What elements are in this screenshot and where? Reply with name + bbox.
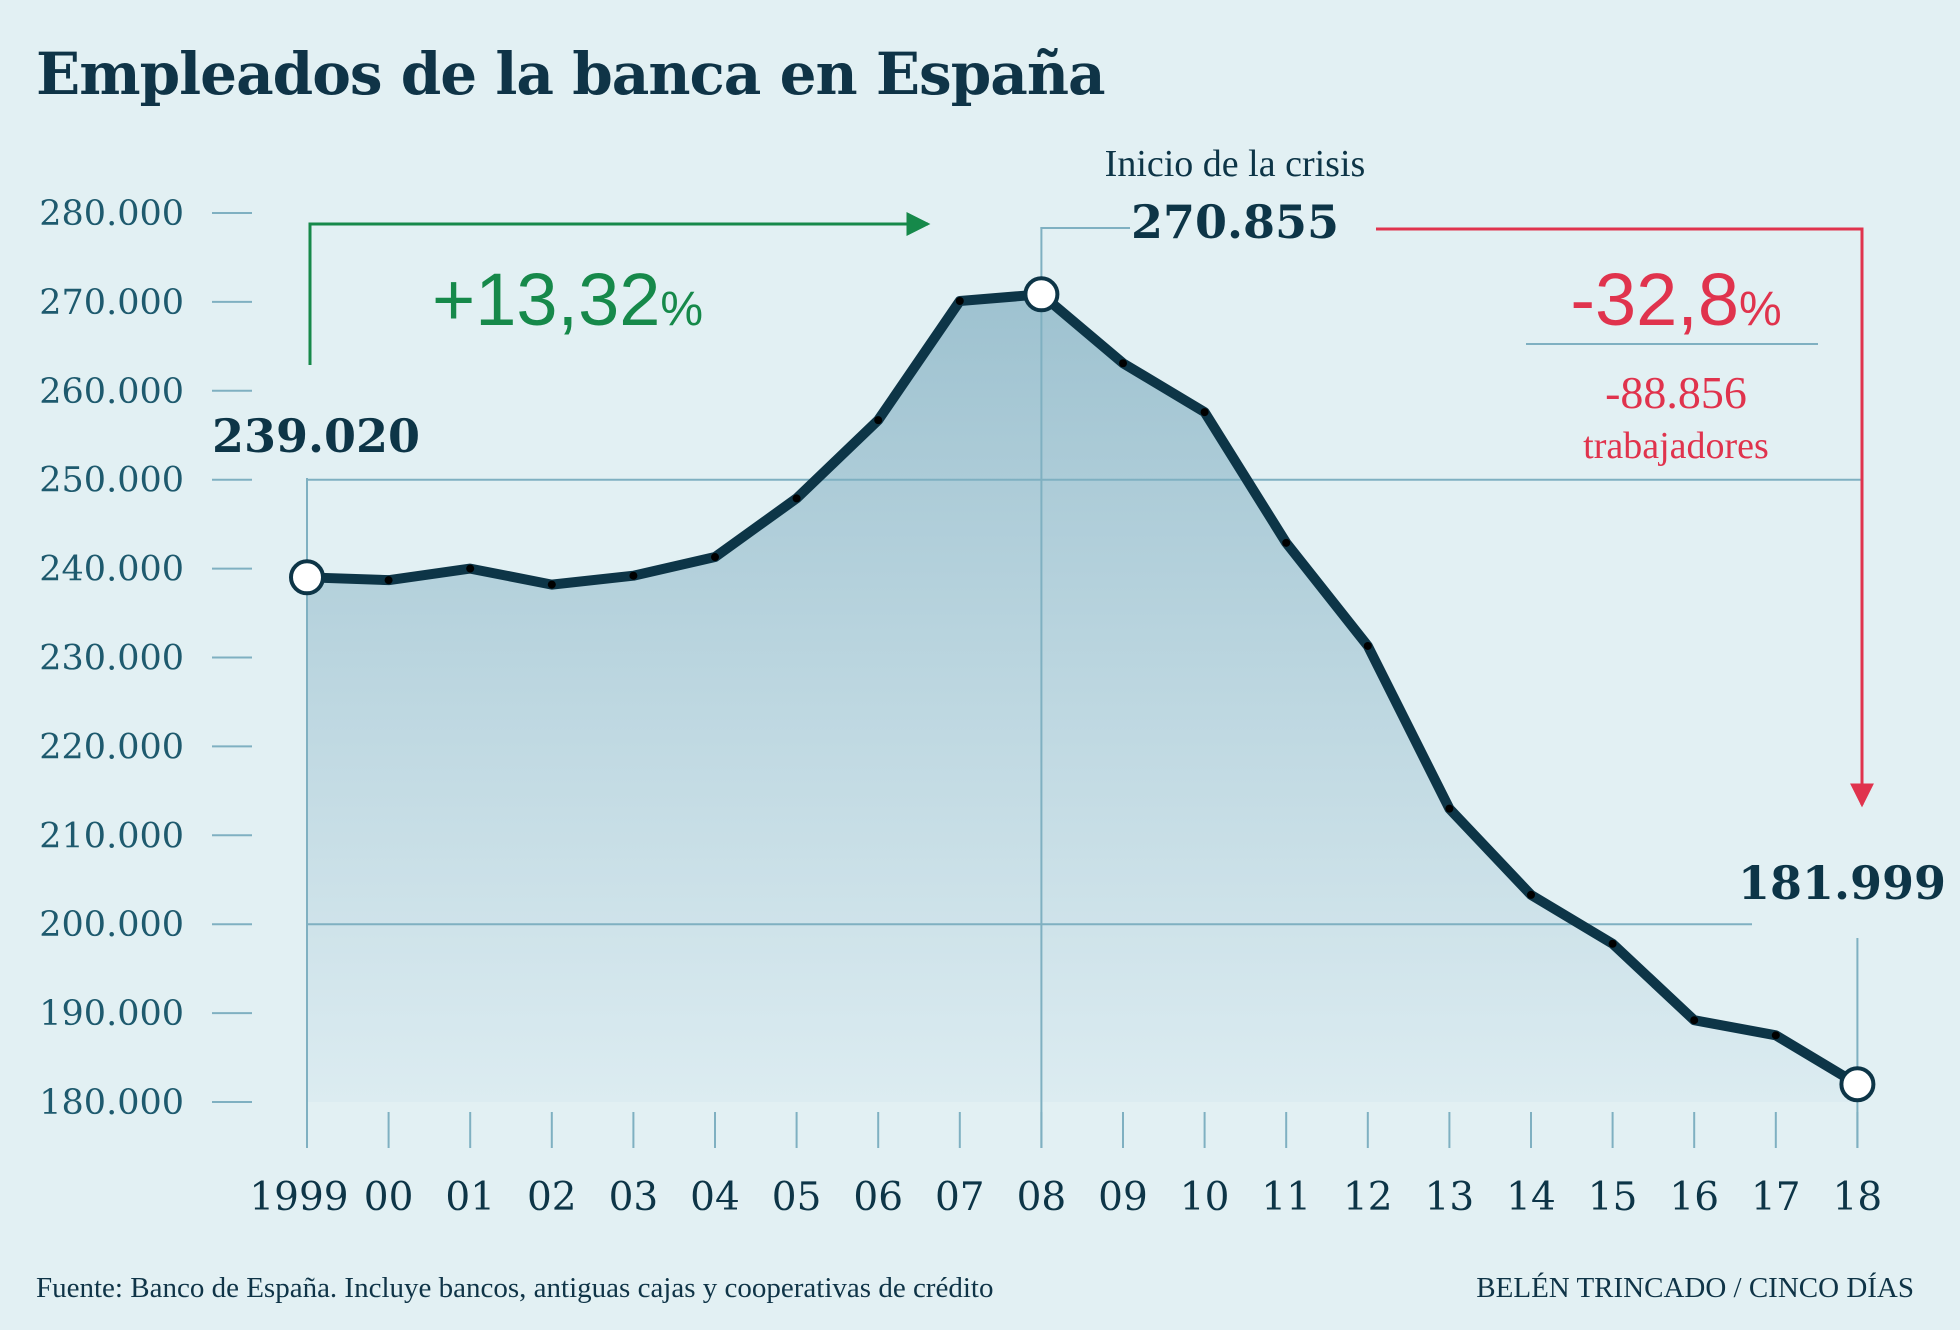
data-point: [1200, 408, 1209, 417]
peak-label-leader: [1040, 227, 1130, 229]
decrease-unit-label: trabajadores: [1583, 425, 1769, 467]
data-point: [1527, 890, 1535, 899]
x-tick-label: 11: [1261, 1175, 1311, 1220]
y-tick-label: 280.000: [39, 194, 184, 234]
y-tick-label: 230.000: [39, 639, 184, 679]
data-point: [629, 571, 638, 580]
x-tick-label: 10: [1180, 1175, 1230, 1220]
y-tick-label: 260.000: [39, 372, 184, 412]
credit-note: BELÉN TRINCADO / CINCO DÍAS: [1476, 1272, 1914, 1304]
x-tick-label: 12: [1343, 1175, 1393, 1220]
x-tick-label: 14: [1506, 1175, 1556, 1220]
data-point: [1282, 538, 1291, 547]
y-tick-label: 180.000: [39, 1083, 184, 1123]
data-point: [1363, 641, 1372, 650]
x-tick-label: 05: [772, 1175, 822, 1220]
end-value-label: 181.999: [1738, 856, 1946, 910]
decrease-pct-label: -32,8%: [1570, 258, 1781, 341]
y-tick-label: 210.000: [39, 816, 184, 856]
x-tick-label: 17: [1751, 1175, 1801, 1220]
highlight-point: [1023, 276, 1060, 313]
y-tick-label: 250.000: [39, 461, 184, 501]
y-tick-label: 190.000: [39, 994, 184, 1034]
data-point: [466, 564, 475, 573]
highlight-point: [1839, 1066, 1876, 1103]
x-tick-label: 02: [527, 1175, 577, 1220]
decrease-arrow: [1376, 227, 1874, 808]
highlight-point: [289, 559, 325, 596]
x-tick-label: 00: [364, 1175, 414, 1220]
source-note: Fuente: Banco de España. Incluye bancos,…: [36, 1272, 994, 1304]
data-point: [384, 576, 393, 585]
x-tick-label: 06: [853, 1175, 903, 1220]
increase-arrow: [308, 212, 931, 365]
x-tick-label: 18: [1833, 1175, 1883, 1220]
peak-value-label: 270.855: [1131, 195, 1339, 249]
data-point: [711, 553, 719, 562]
decrease-abs-label: -88.856: [1605, 367, 1747, 418]
x-tick-label: 1999: [249, 1175, 348, 1220]
data-point: [1608, 939, 1617, 948]
x-tick-label: 15: [1588, 1175, 1638, 1220]
data-point: [1445, 804, 1454, 813]
y-tick-label: 240.000: [39, 550, 184, 590]
x-tick-label: 16: [1669, 1175, 1719, 1220]
x-tick-label: 13: [1425, 1175, 1475, 1220]
x-tick-label: 04: [690, 1175, 740, 1220]
data-point: [1119, 359, 1127, 368]
increase-pct-label: +13,32%: [432, 258, 703, 341]
start-value-label: 239.020: [212, 409, 420, 463]
data-point: [1690, 1016, 1699, 1025]
data-point: [1771, 1031, 1780, 1040]
chart-title: Empleados de la banca en España: [36, 40, 1106, 108]
x-tick-label: 01: [445, 1175, 495, 1220]
peak-caption: Inicio de la crisis: [1105, 143, 1366, 185]
series-line: [302, 289, 1863, 1090]
data-point: [955, 297, 964, 306]
data-point: [874, 416, 883, 425]
data-point: [547, 580, 556, 589]
area-fill: [307, 294, 1858, 1102]
y-tick-label: 220.000: [39, 727, 184, 767]
x-tick-label: 03: [609, 1175, 659, 1220]
x-tick-label: 08: [1017, 1175, 1067, 1220]
x-tick-label: 09: [1098, 1175, 1148, 1220]
x-tick-label: 07: [935, 1175, 985, 1220]
y-tick-label: 270.000: [39, 283, 184, 323]
y-tick-label: 200.000: [39, 905, 184, 945]
data-point: [792, 494, 801, 503]
